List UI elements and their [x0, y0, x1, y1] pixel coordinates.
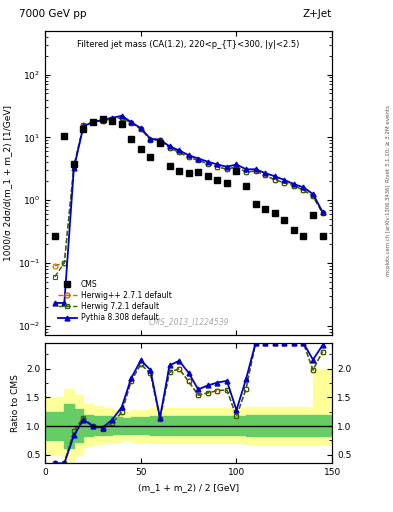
- X-axis label: (m_1 + m_2) / 2 [GeV]: (m_1 + m_2) / 2 [GeV]: [138, 483, 239, 492]
- Text: Filtered jet mass (CA(1.2), 220<p_{T}<300, |y|<2.5): Filtered jet mass (CA(1.2), 220<p_{T}<30…: [77, 40, 300, 49]
- Text: CMS_2013_I1224539: CMS_2013_I1224539: [149, 317, 229, 326]
- Y-axis label: Ratio to CMS: Ratio to CMS: [11, 374, 20, 432]
- Text: mcplots.cern.ch [arXiv:1306.3436]: mcplots.cern.ch [arXiv:1306.3436]: [386, 185, 391, 276]
- Y-axis label: 1000/σ 2dσ/d(m_1 + m_2) [1/GeV]: 1000/σ 2dσ/d(m_1 + m_2) [1/GeV]: [4, 105, 13, 261]
- Legend: CMS, Herwig++ 2.7.1 default, Herwig 7.2.1 default, Pythia 8.308 default: CMS, Herwig++ 2.7.1 default, Herwig 7.2.…: [55, 276, 174, 326]
- Text: Rivet 3.1.10; ≥ 3.2M events: Rivet 3.1.10; ≥ 3.2M events: [386, 105, 391, 182]
- Text: Z+Jet: Z+Jet: [303, 9, 332, 18]
- Text: 7000 GeV pp: 7000 GeV pp: [19, 9, 87, 18]
